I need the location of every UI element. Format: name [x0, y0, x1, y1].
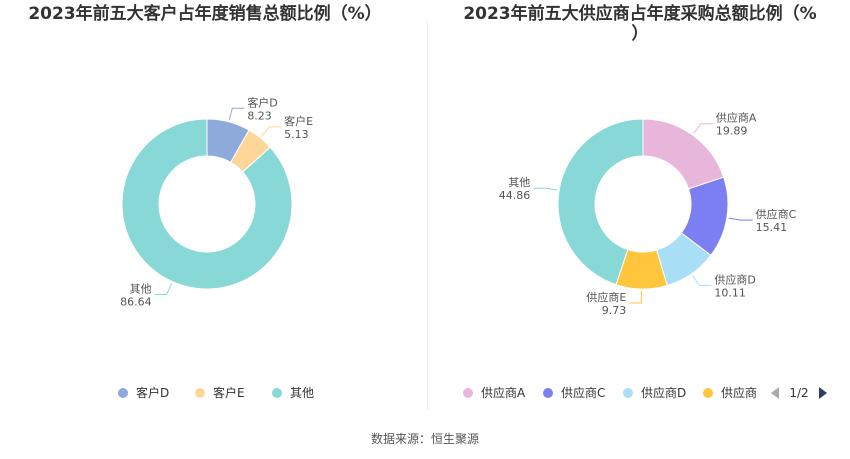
leader-line-供应商A	[693, 123, 713, 134]
leader-line-客户E	[261, 126, 282, 137]
leader-line-供应商E	[629, 290, 642, 304]
slice-label-value: 8.23	[247, 109, 271, 122]
legend-marker[interactable]	[543, 388, 553, 398]
slice-label-name: 其他	[130, 282, 152, 295]
legend-marker[interactable]	[703, 388, 713, 398]
legend-marker[interactable]	[623, 388, 633, 398]
leader-line-其他	[154, 283, 173, 295]
slice-label-name: 供应商A	[716, 111, 757, 125]
legend-suppliers: 供应商A 供应商C 供应商D 供应商	[463, 385, 757, 400]
pager-text: 1/2	[789, 386, 808, 400]
slice-label-value: 19.89	[716, 125, 748, 138]
slice-label-name: 供应商E	[586, 290, 626, 304]
leader-line-其他	[533, 187, 558, 191]
slice-label-value: 5.13	[284, 128, 309, 141]
slice-label-name: 供应商D	[714, 272, 755, 286]
slice-其他[interactable]	[557, 118, 644, 286]
slice-label-value: 15.41	[756, 221, 788, 234]
chart-title-customers: 2023年前五大客户占年度销售总额比例（%）	[28, 4, 382, 24]
legend-pager: 1/2	[771, 386, 827, 400]
slice-label-name: 供应商C	[756, 207, 797, 221]
panel-divider	[427, 20, 428, 410]
pager-prev-icon[interactable]	[771, 387, 779, 399]
leader-line-供应商C	[728, 217, 753, 221]
legend-marker[interactable]	[463, 388, 473, 398]
slice-label-name: 客户D	[247, 95, 277, 109]
legend-label[interactable]: 客户D	[136, 385, 169, 400]
slice-供应商A[interactable]	[642, 118, 725, 190]
legend-label[interactable]: 供应商	[721, 385, 757, 400]
slice-label-value: 86.64	[120, 295, 152, 308]
slice-label-value: 44.86	[499, 189, 531, 202]
leader-line-客户D	[228, 107, 245, 121]
slice-label-value: 10.11	[714, 286, 746, 299]
slice-其他[interactable]	[121, 118, 293, 290]
slice-label-name: 客户E	[284, 114, 313, 128]
source-label: 数据来源：恒生聚源	[370, 432, 479, 446]
legend-label[interactable]: 供应商C	[561, 385, 605, 400]
slice-label-value: 9.73	[602, 304, 627, 317]
pager-next-icon[interactable]	[819, 387, 827, 399]
legend-label[interactable]: 其他	[290, 386, 314, 400]
chart-title-suppliers-line2: ）	[631, 24, 649, 44]
leader-line-供应商D	[692, 275, 712, 286]
legend-label[interactable]: 供应商D	[641, 385, 686, 400]
legend-marker[interactable]	[272, 388, 282, 398]
legend-customers: 客户D 客户E 其他	[118, 385, 314, 400]
legend-marker[interactable]	[195, 388, 205, 398]
legend-label[interactable]: 客户E	[213, 385, 245, 400]
legend-label[interactable]: 供应商A	[481, 385, 526, 400]
slice-label-name: 其他	[508, 176, 530, 189]
legend-marker[interactable]	[118, 388, 128, 398]
chart-title-suppliers-line1: 2023年前五大供应商占年度采购总额比例（%	[463, 4, 817, 24]
chart-title-suppliers: 2023年前五大供应商占年度采购总额比例（% ）	[440, 4, 840, 44]
